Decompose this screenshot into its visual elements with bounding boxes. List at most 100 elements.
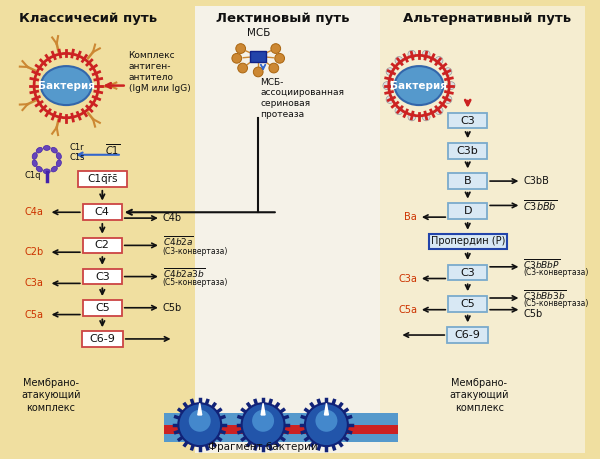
Text: C5b: C5b (523, 308, 542, 319)
Polygon shape (198, 403, 202, 415)
Text: Ba: Ba (404, 212, 417, 222)
Text: $\overline{С3bBbP}$: $\overline{С3bBbP}$ (523, 257, 560, 271)
Ellipse shape (51, 166, 58, 172)
Text: Альтернативный путь: Альтернативный путь (403, 12, 571, 25)
Text: C6-9: C6-9 (89, 334, 115, 344)
Text: C5: C5 (460, 299, 475, 309)
Text: Комплекс
антиген-
антитело
(IgM или IgG): Комплекс антиген- антитело (IgM или IgG) (128, 51, 190, 93)
Bar (83, 204, 122, 220)
Text: C3b: C3b (457, 146, 479, 156)
Text: Фрагмент бактерии: Фрагмент бактерии (208, 442, 318, 452)
Ellipse shape (36, 147, 43, 153)
Text: Мембрано-
атакующий
комплекс: Мембрано- атакующий комплекс (449, 378, 509, 413)
Bar (448, 143, 487, 159)
Ellipse shape (395, 66, 443, 105)
Circle shape (422, 50, 430, 58)
Bar (0, 6, 195, 453)
Text: С3a: С3a (25, 279, 44, 288)
Bar (429, 234, 506, 249)
Circle shape (271, 44, 281, 53)
Bar (78, 171, 127, 187)
Text: С5a: С5a (25, 309, 44, 319)
Circle shape (315, 409, 338, 432)
Text: Пропердин (Р): Пропердин (Р) (431, 236, 505, 246)
Circle shape (422, 113, 430, 121)
Ellipse shape (36, 166, 43, 172)
Circle shape (232, 53, 242, 63)
Circle shape (275, 53, 284, 63)
Text: C4a: C4a (25, 207, 44, 217)
Text: МСБ-
ассоциированная
сериновая
протеаза: МСБ- ассоциированная сериновая протеаза (260, 78, 344, 119)
Bar (82, 331, 123, 347)
Bar (448, 113, 487, 129)
Ellipse shape (56, 153, 61, 159)
Bar (448, 296, 487, 312)
Ellipse shape (32, 160, 37, 167)
Text: Лектиновый путь: Лектиновый путь (216, 12, 349, 25)
Text: C1s: C1s (69, 153, 85, 162)
Circle shape (386, 68, 394, 76)
Bar (83, 300, 122, 315)
Text: (С5-конвертаза): (С5-конвертаза) (163, 278, 228, 287)
Bar (164, 413, 398, 442)
Polygon shape (325, 403, 328, 415)
Text: C1q̄r̄s̄: C1q̄r̄s̄ (87, 174, 118, 184)
Bar (380, 6, 584, 453)
Bar (448, 174, 487, 189)
Circle shape (447, 82, 455, 90)
Circle shape (242, 403, 284, 446)
Bar (83, 269, 122, 285)
Circle shape (178, 403, 221, 446)
Ellipse shape (43, 169, 50, 174)
Text: C3: C3 (460, 116, 475, 126)
Ellipse shape (51, 147, 58, 153)
Text: (С3-конвертаза): (С3-конвертаза) (163, 247, 228, 256)
Circle shape (408, 50, 416, 58)
Text: $\overline{С3bBb3b}$: $\overline{С3bBb3b}$ (523, 288, 566, 302)
Ellipse shape (56, 160, 61, 167)
Bar (195, 6, 380, 453)
Text: D: D (463, 206, 472, 216)
Text: $\overline{C4b2a}$: $\overline{C4b2a}$ (163, 235, 194, 248)
Text: Классичесий путь: Классичесий путь (19, 12, 157, 25)
Circle shape (444, 68, 452, 76)
Text: $\overline{C1}$: $\overline{C1}$ (104, 142, 119, 157)
Circle shape (395, 107, 403, 115)
Text: C2b: C2b (25, 247, 44, 257)
Text: $\overline{С3bBb}$: $\overline{С3bBb}$ (523, 198, 557, 213)
Text: C1r: C1r (69, 144, 84, 152)
Text: C6-9: C6-9 (455, 330, 481, 340)
Bar (447, 327, 488, 343)
Circle shape (238, 63, 247, 73)
Circle shape (269, 63, 278, 73)
Ellipse shape (43, 146, 50, 151)
Circle shape (188, 409, 211, 432)
Polygon shape (261, 403, 265, 415)
Text: Бактерия: Бактерия (391, 81, 448, 90)
Circle shape (435, 56, 443, 64)
Text: C1q: C1q (25, 171, 41, 180)
Circle shape (408, 113, 416, 121)
Text: МСБ: МСБ (247, 28, 270, 38)
Bar (250, 50, 266, 62)
Text: C5: C5 (95, 303, 110, 313)
Text: Бактерия: Бактерия (38, 81, 95, 90)
Text: С5a: С5a (398, 305, 417, 315)
Ellipse shape (32, 153, 37, 159)
Circle shape (395, 56, 403, 64)
Bar (164, 425, 398, 434)
Text: С3a: С3a (398, 274, 417, 284)
Circle shape (444, 95, 452, 103)
Circle shape (251, 409, 275, 432)
Ellipse shape (41, 66, 92, 105)
Circle shape (305, 403, 348, 446)
Bar (448, 203, 487, 219)
Bar (83, 238, 122, 253)
Circle shape (253, 67, 263, 77)
Bar (448, 265, 487, 280)
Text: $\overline{C4b2a3b}$: $\overline{C4b2a3b}$ (163, 266, 205, 280)
Text: C5b: C5b (163, 303, 182, 313)
Text: C4b: C4b (163, 213, 182, 223)
Text: B: B (464, 176, 472, 186)
Text: Мембрано-
атакующий
комплекс: Мембрано- атакующий комплекс (21, 378, 80, 413)
